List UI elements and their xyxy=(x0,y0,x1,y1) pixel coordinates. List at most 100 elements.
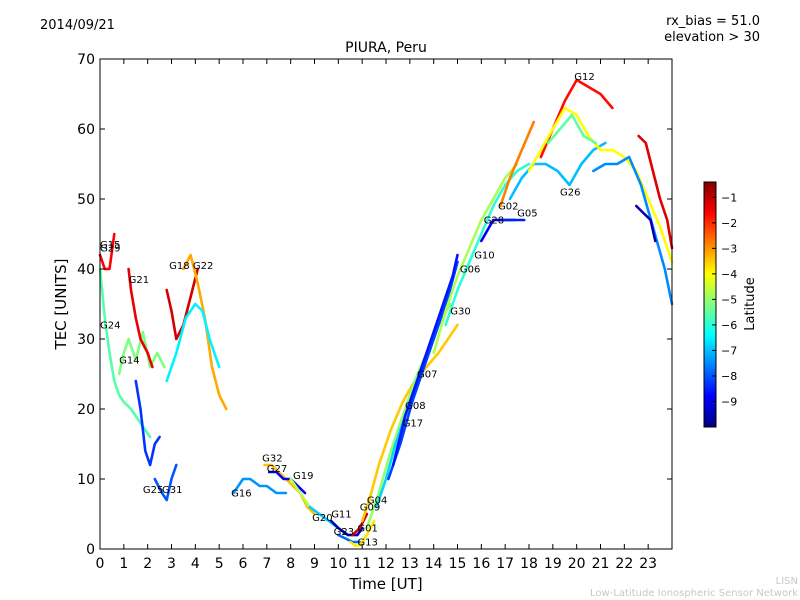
y-axis-label: TEC [UNITS] xyxy=(52,259,70,351)
sat-label-g06: G06 xyxy=(460,265,480,276)
x-tick-label: 9 xyxy=(310,556,319,572)
y-tick-label: 30 xyxy=(77,332,95,348)
series-g06 xyxy=(432,162,519,355)
x-tick-label: 5 xyxy=(215,556,224,572)
sat-label-g01: G01 xyxy=(357,524,377,535)
x-tick-label: 2 xyxy=(143,556,152,572)
colorbar-tick-label: −3 xyxy=(721,242,737,255)
sat-label-g09: G09 xyxy=(360,503,380,514)
x-axis: 0 1 2 3 4 5 6 7 8 9 10 11 12 13 14 15 16 17 18 19 20 21 22 23 xyxy=(96,59,657,572)
sat-label-g26: G26 xyxy=(560,188,580,199)
y-axis: 0 10 20 30 40 50 60 70 xyxy=(77,52,672,558)
x-tick-label: 4 xyxy=(191,556,200,572)
sat-label-g02: G02 xyxy=(498,202,518,213)
series-g13 xyxy=(349,519,376,547)
colorbar-ticks: −1 −2 −3 −4 −5 −6 −7 −8 −9 xyxy=(712,191,737,408)
sat-label-g32: G32 xyxy=(262,454,282,465)
sat-label-g30: G30 xyxy=(450,307,470,318)
series-g32 xyxy=(263,463,316,516)
x-tick-label: 21 xyxy=(592,556,610,572)
series-layer xyxy=(98,78,674,547)
colorbar-tick-label: −9 xyxy=(721,395,737,408)
x-tick-label: 10 xyxy=(329,556,347,572)
sat-label-g20: G20 xyxy=(312,513,332,524)
y-tick-label: 70 xyxy=(77,52,95,68)
chart-title: PIURA, Peru xyxy=(345,40,427,56)
x-tick-label: 0 xyxy=(96,556,105,572)
sat-label-g16: G16 xyxy=(231,489,251,500)
x-tick-label: 8 xyxy=(286,556,295,572)
x-tick-label: 3 xyxy=(167,556,176,572)
x-tick-label: 19 xyxy=(544,556,562,572)
series-g09 xyxy=(165,302,221,383)
colorbar-tick-label: −7 xyxy=(721,344,737,357)
series-g12b xyxy=(527,106,674,264)
series-g31b xyxy=(635,204,657,243)
sat-label-g25: G25 xyxy=(143,485,163,496)
series-g14 xyxy=(117,330,166,376)
series-g07 xyxy=(387,260,459,481)
series-g03 xyxy=(592,155,674,306)
series-g16 xyxy=(232,477,288,495)
sat-label-g17: G17 xyxy=(403,419,423,430)
series-g22 xyxy=(182,253,228,411)
sat-label-g14: G14 xyxy=(119,356,139,367)
x-tick-label: 14 xyxy=(425,556,443,572)
sat-label-g08: G08 xyxy=(405,401,425,412)
series-g01 xyxy=(351,512,369,537)
colorbar-tick-label: −4 xyxy=(721,268,737,281)
footer-org-long: Low-Latitude Ionospheric Sensor Network xyxy=(590,588,798,599)
y-tick-label: 40 xyxy=(77,262,95,278)
sat-label-g18: G18 xyxy=(169,261,189,272)
sat-label-g28: G28 xyxy=(484,216,504,227)
series-g18 xyxy=(165,267,199,341)
sat-label-g13: G13 xyxy=(357,538,377,549)
series-g25 xyxy=(134,379,161,467)
y-tick-label: 0 xyxy=(86,542,95,558)
colorbar xyxy=(703,181,717,428)
y-tick-label: 10 xyxy=(77,472,95,488)
series-g31 xyxy=(153,463,178,502)
colorbar-tick-label: −8 xyxy=(721,370,737,383)
series-g10 xyxy=(444,162,531,327)
sat-label-g24: G24 xyxy=(100,321,120,332)
elevation-label: elevation > 30 xyxy=(664,30,760,45)
x-tick-label: 23 xyxy=(639,556,657,572)
series-g24 xyxy=(98,267,152,439)
colorbar-tick-label: −1 xyxy=(721,191,737,204)
series-g04 xyxy=(360,323,459,523)
sat-label-g10: G10 xyxy=(474,251,494,262)
series-g27 xyxy=(267,470,307,495)
x-tick-label: 11 xyxy=(353,556,371,572)
colorbar-tick-label: −2 xyxy=(721,217,737,230)
x-tick-label: 7 xyxy=(262,556,271,572)
sat-label-g12: G12 xyxy=(574,72,594,83)
sat-label-g15: G15 xyxy=(100,240,120,251)
series-g29 xyxy=(98,232,116,271)
sat-label-g04: G04 xyxy=(367,496,387,507)
x-tick-label: 22 xyxy=(615,556,633,572)
series-g02 xyxy=(499,120,536,208)
sat-label-g22: G22 xyxy=(193,261,213,272)
series-g15 xyxy=(546,113,597,145)
series-g11 xyxy=(329,519,364,537)
x-tick-label: 20 xyxy=(568,556,586,572)
x-tick-label: 13 xyxy=(401,556,419,572)
sat-label-g23: G23 xyxy=(334,527,354,538)
x-tick-label: 6 xyxy=(239,556,248,572)
date-label: 2014/09/21 xyxy=(40,18,115,33)
sat-label-g05: G05 xyxy=(517,209,537,220)
colorbar-tick-label: −5 xyxy=(721,293,737,306)
series-g21 xyxy=(127,267,154,369)
y-tick-label: 20 xyxy=(77,402,95,418)
x-tick-label: 16 xyxy=(472,556,490,572)
colorbar-label: Latitude xyxy=(743,277,758,331)
x-tick-label: 15 xyxy=(449,556,467,572)
sat-label-g11: G11 xyxy=(331,510,351,521)
colorbar-tick-label: −6 xyxy=(721,319,737,332)
rx-bias-label: rx_bias = 51.0 xyxy=(666,14,760,29)
sat-label-g19: G19 xyxy=(293,471,313,482)
y-tick-label: 50 xyxy=(77,192,95,208)
y-tick-label: 60 xyxy=(77,122,95,138)
